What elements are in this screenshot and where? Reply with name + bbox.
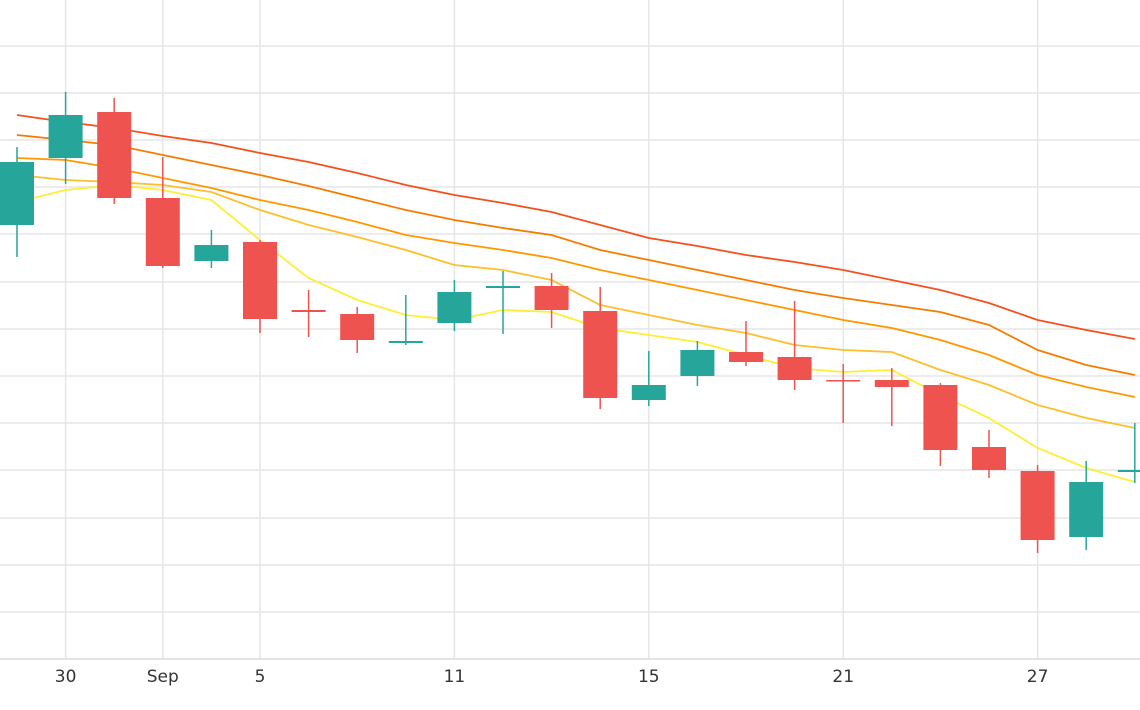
- candle-body: [388, 341, 423, 343]
- candle-body: [1069, 482, 1104, 537]
- x-tick-label: 15: [638, 667, 660, 687]
- candle-body: [145, 198, 180, 266]
- moving-average: [16, 134, 1135, 376]
- moving-average: [16, 157, 1135, 398]
- candle-body: [97, 112, 132, 198]
- x-tick-label: 30: [55, 667, 77, 687]
- candle-body: [0, 162, 34, 225]
- x-tick-label: 27: [1027, 667, 1049, 687]
- moving-average: [16, 174, 1135, 429]
- candle-body: [1020, 471, 1055, 540]
- candle-body: [243, 242, 277, 319]
- candle-body: [777, 357, 812, 380]
- candle-body: [486, 286, 520, 288]
- candle-body: [48, 115, 83, 158]
- candle-body: [534, 286, 569, 310]
- candle-body: [631, 385, 666, 400]
- x-tick-label: 5: [255, 667, 266, 687]
- candle-body: [340, 314, 375, 340]
- x-tick-label: 21: [832, 667, 854, 687]
- x-tick-label: 11: [444, 667, 466, 687]
- candle-body: [874, 380, 909, 387]
- candle-body: [680, 350, 715, 376]
- candle-body: [437, 292, 472, 323]
- candle-body: [972, 447, 1006, 470]
- candle-body: [194, 245, 229, 261]
- candle-body: [729, 352, 763, 362]
- candle-body: [583, 311, 618, 398]
- moving-average: [16, 184, 1136, 483]
- candle-body: [826, 380, 861, 382]
- moving-average: [16, 114, 1135, 340]
- candle-body: [291, 310, 326, 312]
- candle-body: [1117, 470, 1140, 472]
- candle-body: [923, 385, 958, 450]
- x-tick-label: Sep: [147, 667, 179, 687]
